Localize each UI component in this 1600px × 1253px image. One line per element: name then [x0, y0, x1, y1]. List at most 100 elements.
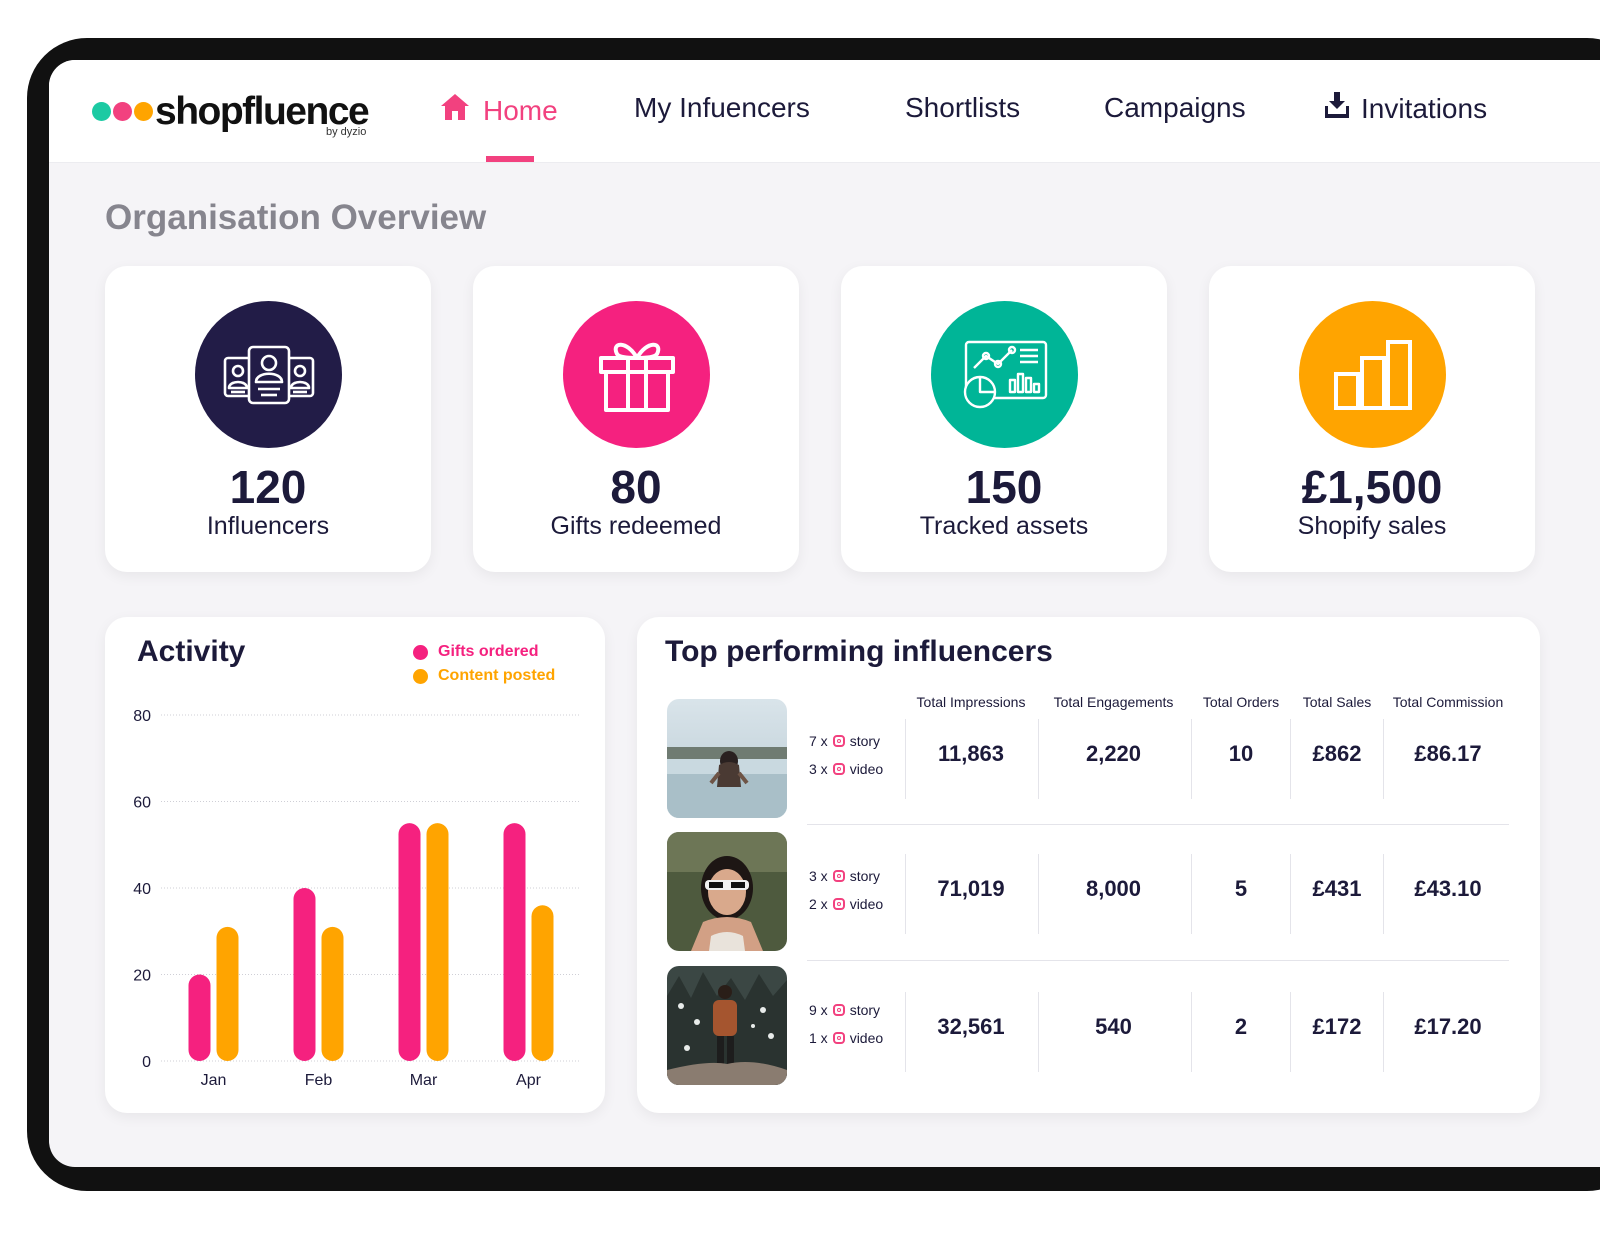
legend-dot-content	[413, 668, 428, 684]
influencer-photo	[667, 966, 787, 1085]
instagram-icon	[832, 763, 845, 775]
video-count-value: 1 x	[809, 1030, 828, 1046]
story-label: story	[849, 868, 881, 884]
col-head-impressions: Total Impressions	[916, 694, 1026, 710]
col-head-commission: Total Commission	[1392, 694, 1504, 710]
active-nav-indicator	[486, 156, 534, 162]
activity-title: Activity	[137, 635, 246, 668]
x-tick-label: Mar	[410, 1072, 438, 1089]
engagements-value: 8,000	[1085, 876, 1142, 901]
nav-shortlists[interactable]: Shortlists	[905, 92, 1020, 124]
influencers-count: 120	[229, 461, 307, 513]
x-tick-label: Feb	[305, 1072, 333, 1089]
y-tick-label: 80	[133, 708, 151, 725]
story-count: 9 x story	[809, 1002, 880, 1018]
x-tick-label: Apr	[516, 1072, 542, 1089]
y-tick-label: 60	[133, 795, 151, 812]
nav-my-influencers[interactable]: My Infuencers	[634, 92, 810, 124]
y-tick-label: 40	[133, 881, 151, 898]
nav-my-influencers-label: My Infuencers	[634, 92, 810, 123]
story-count: 3 x story	[809, 868, 880, 884]
column-divider	[905, 992, 906, 1072]
chart-bar	[531, 905, 554, 1061]
stat-card-sales[interactable]: £1,500 Shopify sales	[1209, 266, 1535, 572]
column-divider	[1038, 992, 1039, 1072]
impressions-value: 32,561	[937, 1014, 1005, 1039]
legend-dot-gifts	[413, 644, 428, 660]
column-divider	[1290, 719, 1291, 799]
chart-bar	[398, 823, 421, 1061]
bar-chart-icon	[1299, 301, 1446, 448]
logo-dots	[92, 102, 154, 122]
video-count-value: 3 x	[809, 761, 828, 777]
logo-dot-teal	[92, 102, 111, 121]
analytics-dashboard-icon	[931, 301, 1078, 448]
story-label: story	[849, 1002, 881, 1018]
nav-campaigns[interactable]: Campaigns	[1104, 92, 1246, 124]
influencer-photo	[667, 832, 787, 951]
activity-chart: 0 20 40 60 80 Jan Feb Mar Apr	[133, 708, 581, 1089]
chart-bar	[216, 926, 239, 1061]
column-divider	[1191, 719, 1192, 799]
logo-wordmark: shopfluence	[155, 90, 370, 133]
column-divider	[1290, 992, 1291, 1072]
sales-value: £431	[1312, 876, 1362, 901]
video-count-value: 2 x	[809, 896, 828, 912]
row-divider	[807, 824, 1509, 825]
orders-value: 10	[1228, 741, 1254, 766]
chart-bar	[426, 823, 449, 1061]
engagements-value: 540	[1095, 1014, 1132, 1039]
nav-invitations[interactable]: Invitations	[1324, 92, 1488, 125]
stat-card-influencers[interactable]: 120 Influencers	[105, 266, 431, 572]
influencers-label: Influencers	[206, 512, 330, 540]
row-divider	[807, 960, 1509, 961]
col-head-orders: Total Orders	[1202, 694, 1280, 710]
story-count-value: 7 x	[809, 733, 828, 749]
sales-label: Shopify sales	[1297, 512, 1447, 540]
table-row[interactable]: 3 x story 2 x video 71,019 8,000 5 £431 …	[637, 832, 1540, 952]
video-label: video	[849, 896, 884, 912]
impressions-value: 71,019	[937, 876, 1005, 901]
logo-dot-pink	[113, 102, 132, 121]
gift-icon	[563, 301, 710, 448]
table-row[interactable]: 9 x story 1 x video 32,561 540 2 £172 £1…	[637, 966, 1540, 1086]
stat-card-gifts[interactable]: 80 Gifts redeemed	[473, 266, 799, 572]
chart-bar	[503, 823, 526, 1061]
column-divider	[1383, 719, 1384, 799]
instagram-icon	[832, 735, 845, 747]
y-tick-label: 0	[142, 1054, 151, 1071]
video-label: video	[849, 761, 884, 777]
column-divider	[905, 719, 906, 799]
video-label: video	[849, 1030, 884, 1046]
sales-value: £1,500	[1301, 461, 1443, 513]
instagram-icon	[832, 1032, 845, 1044]
column-divider	[1290, 854, 1291, 934]
sales-value: £862	[1312, 741, 1362, 766]
orders-value: 5	[1234, 876, 1248, 901]
activity-panel: Activity Gifts ordered Content posted 0 2…	[105, 617, 605, 1113]
commission-value: £86.17	[1414, 741, 1482, 766]
gifts-label: Gifts redeemed	[550, 512, 722, 540]
gifts-count: 80	[610, 461, 662, 513]
download-icon	[1324, 92, 1350, 125]
logo-subtitle: by dyzio	[326, 126, 367, 138]
nav-home[interactable]: Home	[439, 92, 558, 129]
column-divider	[1038, 719, 1039, 799]
app-screen: shopfluence by dyzio Home My Infuencers …	[49, 60, 1600, 1167]
column-divider	[1038, 854, 1039, 934]
table-row[interactable]: 7 x story 3 x video 11,863 2,220 10 £862…	[637, 699, 1540, 819]
home-icon	[439, 92, 471, 129]
legend-gifts-label: Gifts ordered	[438, 643, 539, 660]
engagements-value: 2,220	[1085, 741, 1142, 766]
commission-value: £17.20	[1414, 1014, 1482, 1039]
stat-card-assets[interactable]: 150 Tracked assets	[841, 266, 1167, 572]
impressions-value: 11,863	[937, 741, 1005, 766]
instagram-icon	[832, 898, 845, 910]
chart-bar	[188, 974, 211, 1061]
chart-bar	[293, 888, 316, 1061]
video-count: 3 x video	[809, 761, 883, 777]
story-count-value: 9 x	[809, 1002, 828, 1018]
col-head-sales: Total Sales	[1302, 694, 1372, 710]
nav-invitations-label: Invitations	[1361, 92, 1488, 124]
instagram-icon	[832, 870, 845, 882]
